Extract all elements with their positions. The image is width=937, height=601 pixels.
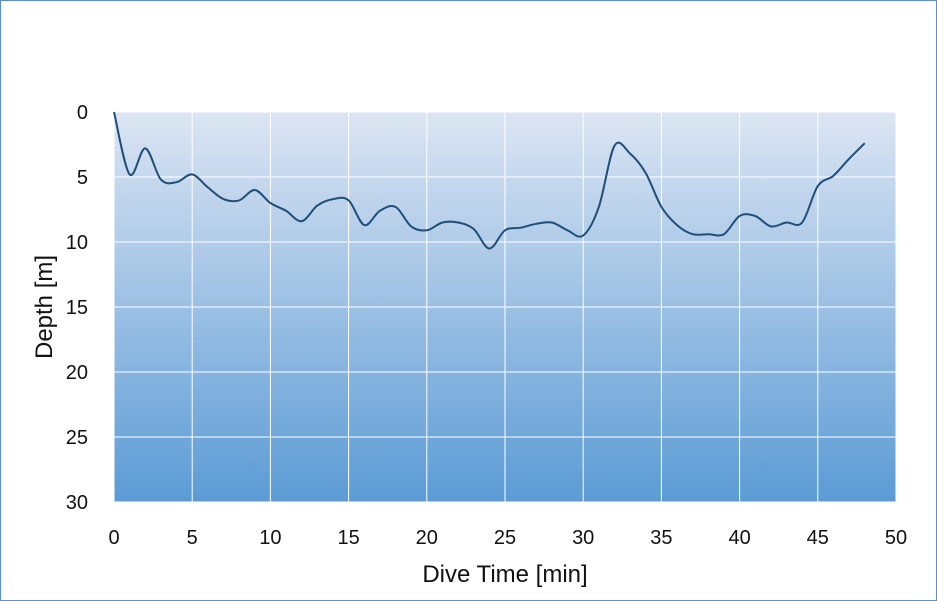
x-tick-label: 45 xyxy=(807,527,829,549)
y-tick-label: 0 xyxy=(77,102,88,124)
x-tick-label: 30 xyxy=(572,527,594,549)
x-tick-label: 5 xyxy=(187,527,198,549)
x-tick-label: 25 xyxy=(494,527,516,549)
y-tick-label: 15 xyxy=(66,297,88,319)
y-tick-label: 30 xyxy=(66,492,88,514)
x-tick-label: 0 xyxy=(108,527,119,549)
x-tick-label: 15 xyxy=(337,527,359,549)
x-tick-label: 10 xyxy=(259,527,281,549)
x-tick-label: 20 xyxy=(416,527,438,549)
gridlines xyxy=(113,111,897,503)
x-tick-label: 35 xyxy=(650,527,672,549)
depth-series-line xyxy=(113,111,866,250)
y-axis-title: Depth [m] xyxy=(31,255,58,359)
y-tick-label: 20 xyxy=(66,362,88,384)
y-tick-label: 10 xyxy=(66,232,88,254)
x-tick-label: 50 xyxy=(885,527,907,549)
y-tick-label: 5 xyxy=(77,167,88,189)
x-axis-title: Dive Time [min] xyxy=(422,561,587,588)
x-tick-label: 40 xyxy=(728,527,750,549)
x-tick-labels: 0 5 10 15 20 25 30 35 40 45 50 xyxy=(108,527,907,549)
y-tick-labels: 0 5 10 15 20 25 30 xyxy=(66,102,88,514)
y-tick-label: 25 xyxy=(66,427,88,449)
